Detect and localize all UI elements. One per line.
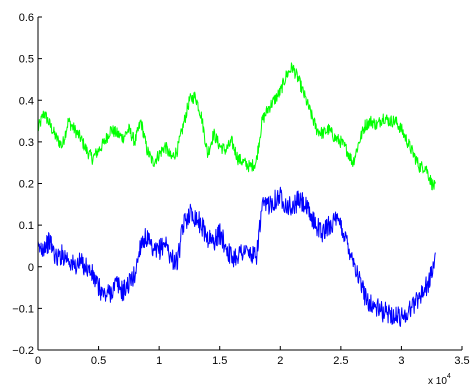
series-line-2 [37,186,436,327]
x-axis-multiplier: x 104 [428,373,451,387]
plot-series-group [37,62,436,327]
x-axis-multiplier-exponent: 4 [447,373,451,380]
x-tick-label: 2.5 [333,355,348,367]
y-tick-label: −0.1 [12,303,34,315]
x-tick-label: 3.5 [454,355,469,367]
y-tick-label: −0.2 [12,345,34,357]
axes-group [37,17,462,351]
x-tick-label: 1.5 [212,355,227,367]
y-ticks-group: −0.2 −0.1 0 0.1 0.2 0.3 0.4 0.5 0.6 [12,12,42,357]
x-ticks-group: 0 0.5 1 1.5 2 2.5 3 3.5 [35,346,470,367]
y-tick-label: 0.6 [19,12,34,24]
x-tick-label: 2 [277,355,283,367]
y-tick-label: 0.5 [19,54,34,66]
y-tick-label: 0.4 [19,95,34,107]
y-tick-label: 0 [28,262,34,274]
x-tick-label: 1 [156,355,162,367]
x-tick-label: 0.5 [91,355,106,367]
x-tick-label: 0 [35,355,41,367]
y-tick-label: 0.1 [19,220,34,232]
y-tick-label: 0.2 [19,179,34,191]
x-tick-label: 3 [398,355,404,367]
x-axis-multiplier-base: x 10 [428,376,447,387]
y-tick-label: 0.3 [19,137,34,149]
series-line-1 [37,62,436,191]
